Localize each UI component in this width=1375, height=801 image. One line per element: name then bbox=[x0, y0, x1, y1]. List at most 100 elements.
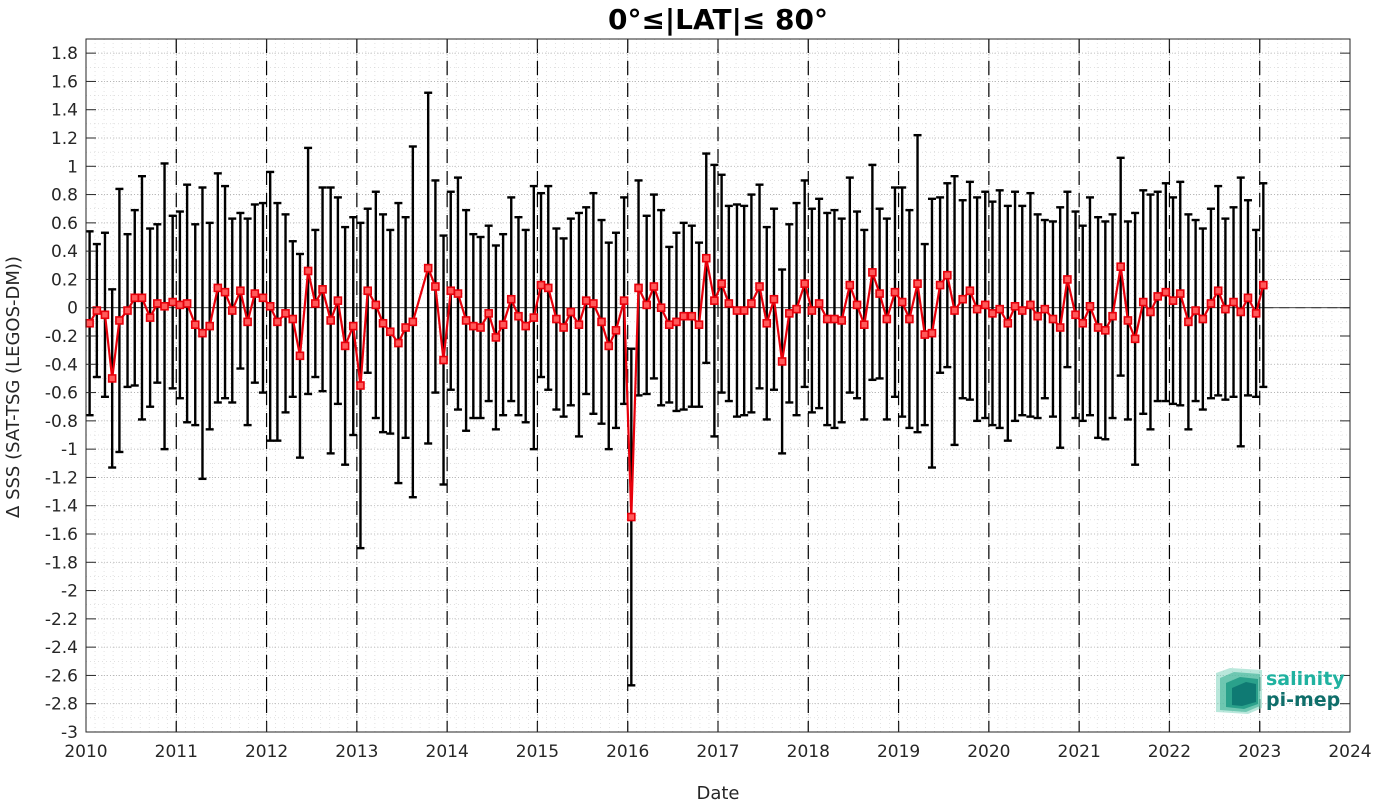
data-point bbox=[137, 293, 147, 303]
data-point bbox=[1221, 304, 1230, 314]
y-tick-label: 0 bbox=[67, 299, 78, 319]
data-point bbox=[701, 253, 711, 263]
data-point bbox=[1198, 314, 1208, 324]
x-tick-label: 2012 bbox=[245, 742, 288, 762]
data-point bbox=[356, 381, 365, 390]
y-tick-label: 0.4 bbox=[51, 242, 78, 262]
data-point bbox=[1184, 317, 1193, 327]
data-point bbox=[882, 314, 892, 324]
data-point bbox=[1055, 323, 1065, 332]
data-point bbox=[958, 294, 967, 304]
data-point bbox=[732, 306, 742, 315]
data-point bbox=[897, 297, 907, 307]
data-point bbox=[552, 314, 561, 324]
data-point bbox=[385, 327, 395, 337]
data-point bbox=[755, 282, 764, 291]
x-tick-label: 2018 bbox=[787, 742, 830, 762]
data-point bbox=[469, 321, 478, 331]
x-tick-label: 2015 bbox=[516, 742, 559, 762]
data-point bbox=[649, 282, 659, 291]
data-point bbox=[145, 313, 155, 322]
x-tick-label: 2016 bbox=[606, 742, 649, 762]
data-point bbox=[401, 323, 410, 332]
data-point bbox=[1071, 310, 1080, 320]
data-point bbox=[220, 287, 230, 297]
y-tick-label: -2 bbox=[61, 582, 78, 602]
data-point bbox=[604, 341, 614, 351]
data-point bbox=[710, 296, 719, 305]
data-point bbox=[123, 306, 132, 315]
x-tick-label: 2023 bbox=[1238, 742, 1281, 762]
data-point bbox=[198, 328, 207, 338]
data-point bbox=[852, 300, 862, 310]
data-point bbox=[115, 316, 124, 325]
year-dividers bbox=[175, 39, 1350, 732]
data-point bbox=[205, 321, 214, 331]
data-point bbox=[1040, 304, 1050, 314]
data-point bbox=[1101, 326, 1110, 335]
y-tick-label: -1.2 bbox=[45, 468, 78, 488]
y-tick-label: -0.8 bbox=[45, 412, 78, 432]
data-point bbox=[326, 316, 335, 325]
y-tick-label: -1 bbox=[61, 440, 78, 460]
data-point bbox=[980, 300, 990, 310]
x-tick-label: 2013 bbox=[335, 742, 378, 762]
data-point bbox=[597, 317, 606, 327]
data-point bbox=[807, 306, 817, 315]
y-tick-label: 1.2 bbox=[51, 129, 78, 149]
data-point bbox=[875, 289, 884, 298]
data-point bbox=[868, 268, 877, 277]
data-point bbox=[1236, 307, 1246, 317]
data-point bbox=[213, 283, 223, 293]
y-tick-label: -1.4 bbox=[45, 497, 78, 517]
data-point bbox=[1093, 323, 1103, 332]
data-point bbox=[627, 512, 636, 522]
y-tick-label: 0.6 bbox=[51, 214, 78, 234]
data-point bbox=[1130, 334, 1140, 344]
y-tick-label: -2.4 bbox=[45, 638, 78, 658]
data-point bbox=[566, 307, 576, 317]
axis-ticks bbox=[85, 39, 1351, 733]
x-tick-label: 2020 bbox=[967, 742, 1010, 762]
data-point bbox=[965, 286, 975, 296]
data-point bbox=[935, 280, 945, 290]
data-point bbox=[1026, 300, 1035, 310]
data-point bbox=[1123, 316, 1133, 325]
major-grid bbox=[85, 39, 1351, 733]
data-point bbox=[506, 294, 516, 304]
y-axis-label: Δ SSS (SAT-TSG (LEGOS-DM)) bbox=[3, 256, 24, 518]
data-point bbox=[1243, 293, 1253, 303]
data-point bbox=[333, 296, 343, 305]
data-point bbox=[694, 320, 704, 329]
chart-title: 0°≤|LAT|≤ 80° bbox=[608, 3, 828, 36]
y-tick-label: -3 bbox=[61, 723, 78, 743]
data-point bbox=[348, 321, 358, 331]
data-point bbox=[273, 317, 282, 327]
data-point bbox=[543, 283, 553, 293]
data-point bbox=[679, 311, 688, 321]
data-point bbox=[130, 293, 140, 303]
data-point bbox=[1078, 318, 1088, 328]
x-tick-label: 2017 bbox=[696, 742, 739, 762]
data-point bbox=[611, 326, 621, 335]
data-point bbox=[484, 309, 493, 318]
data-point bbox=[642, 300, 651, 310]
data-point bbox=[664, 320, 674, 329]
data-point bbox=[100, 310, 110, 320]
y-tick-labels: -3 -2.8 -2.6 -2.4 -2.2 -2 -1.8 -1.6 -1.4 -1.2 -1 -0… bbox=[45, 44, 78, 743]
data-point bbox=[250, 289, 260, 298]
data-point bbox=[1168, 296, 1178, 305]
y-tick-label: -2.6 bbox=[45, 666, 78, 686]
y-tick-label: 0.8 bbox=[51, 186, 78, 206]
data-point bbox=[1146, 307, 1155, 317]
data-point bbox=[1003, 318, 1013, 328]
data-point bbox=[476, 323, 485, 332]
data-point bbox=[1229, 297, 1238, 307]
data-point bbox=[514, 311, 523, 321]
y-tick-label: 0.2 bbox=[51, 270, 78, 290]
x-tick-label: 2022 bbox=[1148, 742, 1191, 762]
data-point bbox=[1033, 311, 1042, 321]
data-point bbox=[288, 314, 298, 324]
